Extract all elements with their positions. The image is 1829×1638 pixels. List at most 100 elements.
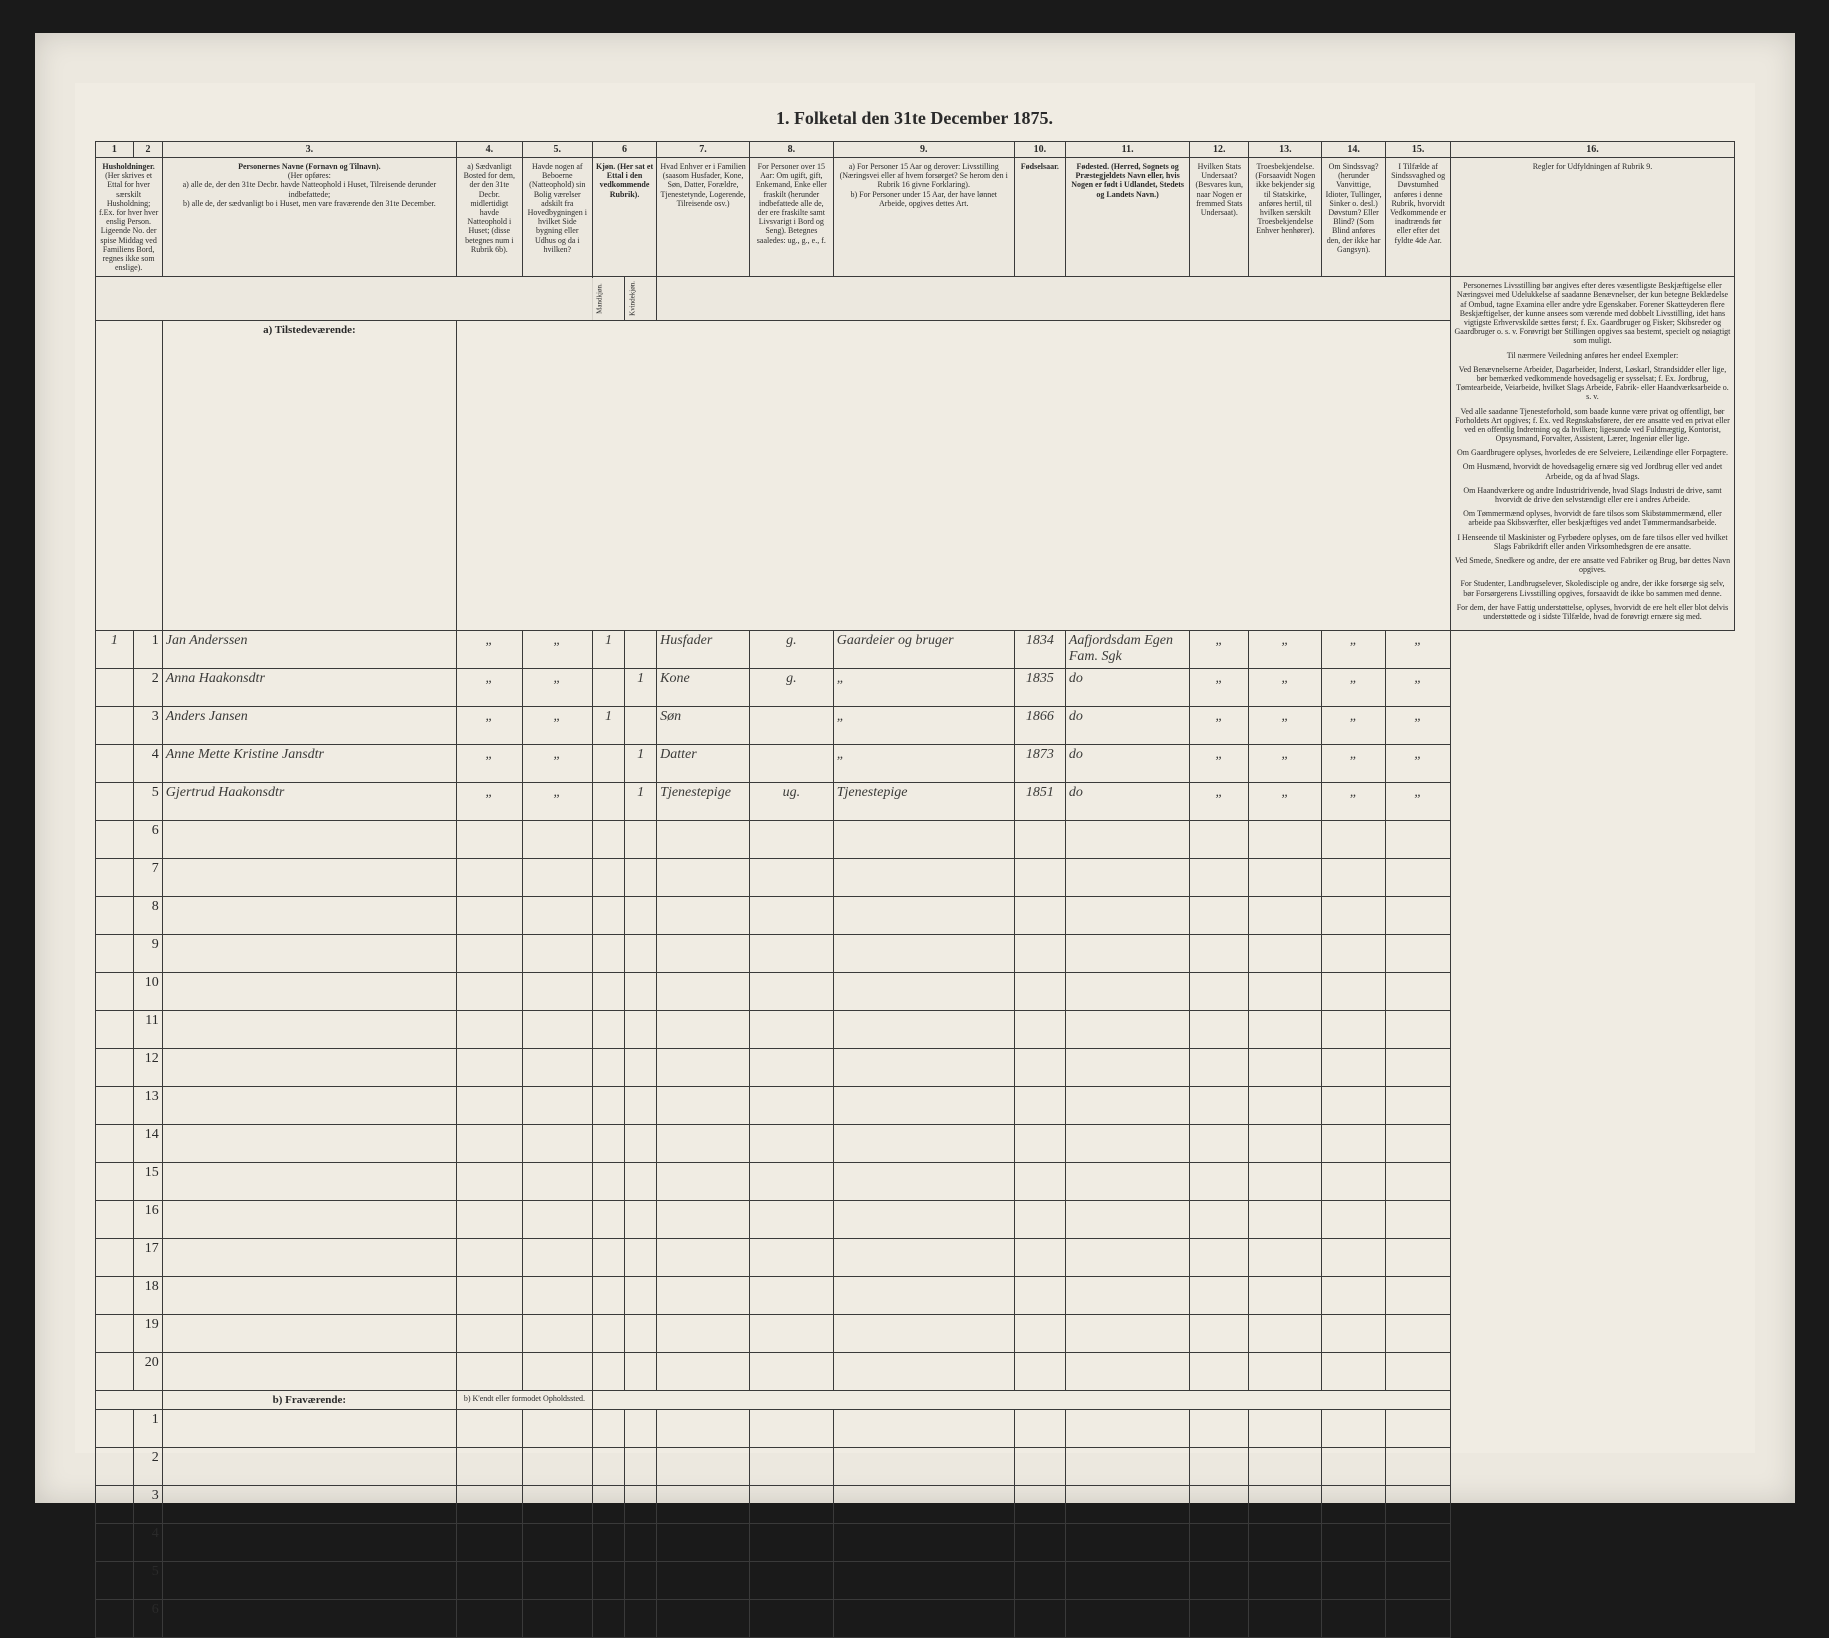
cell-c13: „ bbox=[1249, 707, 1322, 745]
cell-c15 bbox=[1385, 1486, 1451, 1524]
cell-name: Anne Mette Kristine Jansdtr bbox=[162, 745, 456, 783]
cell-occupation bbox=[833, 973, 1014, 1011]
cell-relation bbox=[657, 1448, 750, 1486]
colhead-5: Havde nogen af Beboerne (Natteophold) si… bbox=[522, 158, 592, 277]
page-frame: 1. Folketal den 31te December 1875. 1 2 … bbox=[35, 33, 1795, 1503]
colhead-16: Regler for Udfyldningen af Rubrik 9. bbox=[1451, 158, 1734, 277]
cell-pn: 20 bbox=[134, 1353, 162, 1391]
cell-sex-m bbox=[592, 1524, 624, 1562]
cell-c5 bbox=[522, 1125, 592, 1163]
table-row: 10 bbox=[95, 973, 1734, 1011]
cell-hh bbox=[95, 1600, 134, 1638]
cell-birth-year: 1851 bbox=[1014, 783, 1065, 821]
cell-pn: 19 bbox=[134, 1315, 162, 1353]
table-row: 11 bbox=[95, 1011, 1734, 1049]
cell-c12 bbox=[1190, 1410, 1249, 1448]
column-header-row: Husholdninger. (Her skrives et Ettal for… bbox=[95, 158, 1734, 277]
cell-birth-year bbox=[1014, 973, 1065, 1011]
cell-c13: „ bbox=[1249, 783, 1322, 821]
cell-birth-year: 1835 bbox=[1014, 669, 1065, 707]
cell-c13 bbox=[1249, 1486, 1322, 1524]
cell-birth-place bbox=[1065, 1277, 1189, 1315]
cell-sex-m bbox=[592, 1448, 624, 1486]
cell-occupation bbox=[833, 935, 1014, 973]
cell-c13 bbox=[1249, 1524, 1322, 1562]
cell-c15 bbox=[1385, 1201, 1451, 1239]
cell-c14 bbox=[1322, 1049, 1385, 1087]
cell-birth-place bbox=[1065, 1201, 1189, 1239]
cell-sex-f bbox=[625, 1448, 657, 1486]
cell-civil bbox=[749, 1163, 833, 1201]
cell-relation bbox=[657, 859, 750, 897]
cell-c14: „ bbox=[1322, 783, 1385, 821]
cell-c4 bbox=[457, 1277, 523, 1315]
page-inner: 1. Folketal den 31te December 1875. 1 2 … bbox=[75, 83, 1755, 1453]
cell-sex-f bbox=[625, 707, 657, 745]
cell-birth-place bbox=[1065, 1524, 1189, 1562]
instr-p9: I Henseende til Maskinister og Fyrbødere… bbox=[1454, 533, 1730, 551]
cell-sex-m bbox=[592, 1201, 624, 1239]
cell-c12 bbox=[1190, 935, 1249, 973]
cell-c4 bbox=[457, 1011, 523, 1049]
cell-c13 bbox=[1249, 1239, 1322, 1277]
cell-c15 bbox=[1385, 1277, 1451, 1315]
present-rows: 11Jan Anderssen„„1Husfaderg.Gaardeier og… bbox=[95, 631, 1734, 1391]
cell-civil bbox=[749, 1201, 833, 1239]
cell-c13 bbox=[1249, 1353, 1322, 1391]
cell-pn: 18 bbox=[134, 1277, 162, 1315]
cell-sex-m bbox=[592, 821, 624, 859]
cell-hh bbox=[95, 669, 134, 707]
colhead-3-b: b) alle de, der sædvanligt bo i Huset, m… bbox=[183, 199, 436, 208]
cell-hh bbox=[95, 1049, 134, 1087]
cell-c5 bbox=[522, 1353, 592, 1391]
instr-p8: Om Tømmermænd oplyses, hvorvidt de fare … bbox=[1454, 509, 1730, 527]
cell-relation bbox=[657, 1600, 750, 1638]
table-row: 4 bbox=[95, 1524, 1734, 1562]
cell-occupation bbox=[833, 1049, 1014, 1087]
cell-c5 bbox=[522, 1448, 592, 1486]
cell-occupation bbox=[833, 1353, 1014, 1391]
cell-c5 bbox=[522, 821, 592, 859]
cell-c13 bbox=[1249, 897, 1322, 935]
cell-c5 bbox=[522, 859, 592, 897]
cell-sex-m bbox=[592, 669, 624, 707]
colnum-16: 16. bbox=[1451, 142, 1734, 158]
colhead-6b: Kvindekjøn. bbox=[625, 277, 657, 321]
cell-sex-f: 1 bbox=[625, 745, 657, 783]
colhead-3-title: Personernes Navne (Fornavn og Tilnavn). bbox=[238, 162, 381, 171]
cell-c15 bbox=[1385, 1353, 1451, 1391]
cell-relation bbox=[657, 1315, 750, 1353]
cell-c13: „ bbox=[1249, 669, 1322, 707]
cell-birth-place bbox=[1065, 1486, 1189, 1524]
cell-name bbox=[162, 1562, 456, 1600]
cell-relation: Tjenestepige bbox=[657, 783, 750, 821]
cell-pn: 17 bbox=[134, 1239, 162, 1277]
cell-occupation bbox=[833, 821, 1014, 859]
cell-c4 bbox=[457, 859, 523, 897]
cell-c15 bbox=[1385, 859, 1451, 897]
cell-occupation bbox=[833, 1315, 1014, 1353]
cell-c12 bbox=[1190, 1277, 1249, 1315]
table-row: 6 bbox=[95, 1600, 1734, 1638]
cell-occupation: Gaardeier og bruger bbox=[833, 631, 1014, 669]
table-row: 1 bbox=[95, 1410, 1734, 1448]
cell-c5 bbox=[522, 1011, 592, 1049]
cell-c12 bbox=[1190, 973, 1249, 1011]
cell-c14 bbox=[1322, 1239, 1385, 1277]
cell-hh bbox=[95, 745, 134, 783]
cell-pn: 12 bbox=[134, 1049, 162, 1087]
cell-relation bbox=[657, 973, 750, 1011]
colnum-13: 13. bbox=[1249, 142, 1322, 158]
cell-birth-place bbox=[1065, 1087, 1189, 1125]
cell-sex-f: 1 bbox=[625, 669, 657, 707]
cell-c14 bbox=[1322, 1277, 1385, 1315]
cell-birth-place bbox=[1065, 1353, 1189, 1391]
cell-birth-place: do bbox=[1065, 783, 1189, 821]
table-row: 5 bbox=[95, 1562, 1734, 1600]
cell-c15 bbox=[1385, 1163, 1451, 1201]
cell-sex-f bbox=[625, 1049, 657, 1087]
cell-occupation bbox=[833, 1448, 1014, 1486]
cell-c15 bbox=[1385, 935, 1451, 973]
cell-c14 bbox=[1322, 1410, 1385, 1448]
cell-occupation: „ bbox=[833, 745, 1014, 783]
